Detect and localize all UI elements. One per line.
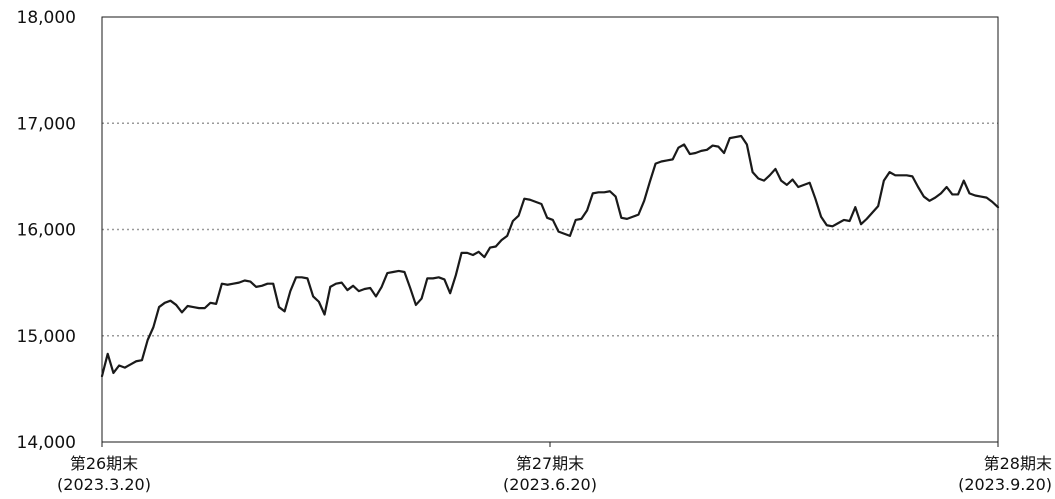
x-tick-sublabel: (2023.3.20)	[57, 475, 151, 494]
series-layer	[100, 134, 1000, 378]
y-tick-label: 18,000	[17, 8, 76, 28]
x-tick-label: 第26期末	[70, 454, 138, 473]
x-tick-label: 第27期末	[516, 454, 584, 473]
x-tick-sublabel: (2023.6.20)	[503, 475, 597, 494]
grid-lines	[102, 122, 998, 337]
y-tick-label: 16,000	[17, 221, 76, 241]
series-line	[100, 134, 1000, 378]
y-tick-label: 15,000	[17, 327, 76, 347]
y-tick-label: 14,000	[17, 433, 76, 453]
x-tick-sublabel: (2023.9.20)	[958, 475, 1052, 494]
y-tick-label: 17,000	[17, 114, 76, 134]
y-axis: 14,000 15,000 16,000 17,000 18,000	[17, 8, 76, 453]
x-axis: 第26期末 (2023.3.20) 第27期末 (2023.6.20) 第28期末 (20…	[57, 442, 1052, 494]
x-tick-label: 第28期末	[984, 454, 1052, 473]
